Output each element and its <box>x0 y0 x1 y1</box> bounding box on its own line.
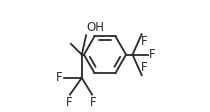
Text: F: F <box>66 96 72 109</box>
Text: F: F <box>90 96 96 109</box>
Text: F: F <box>141 35 148 48</box>
Text: F: F <box>141 61 148 74</box>
Text: F: F <box>56 71 63 84</box>
Text: OH: OH <box>87 21 105 34</box>
Text: F: F <box>149 48 155 61</box>
